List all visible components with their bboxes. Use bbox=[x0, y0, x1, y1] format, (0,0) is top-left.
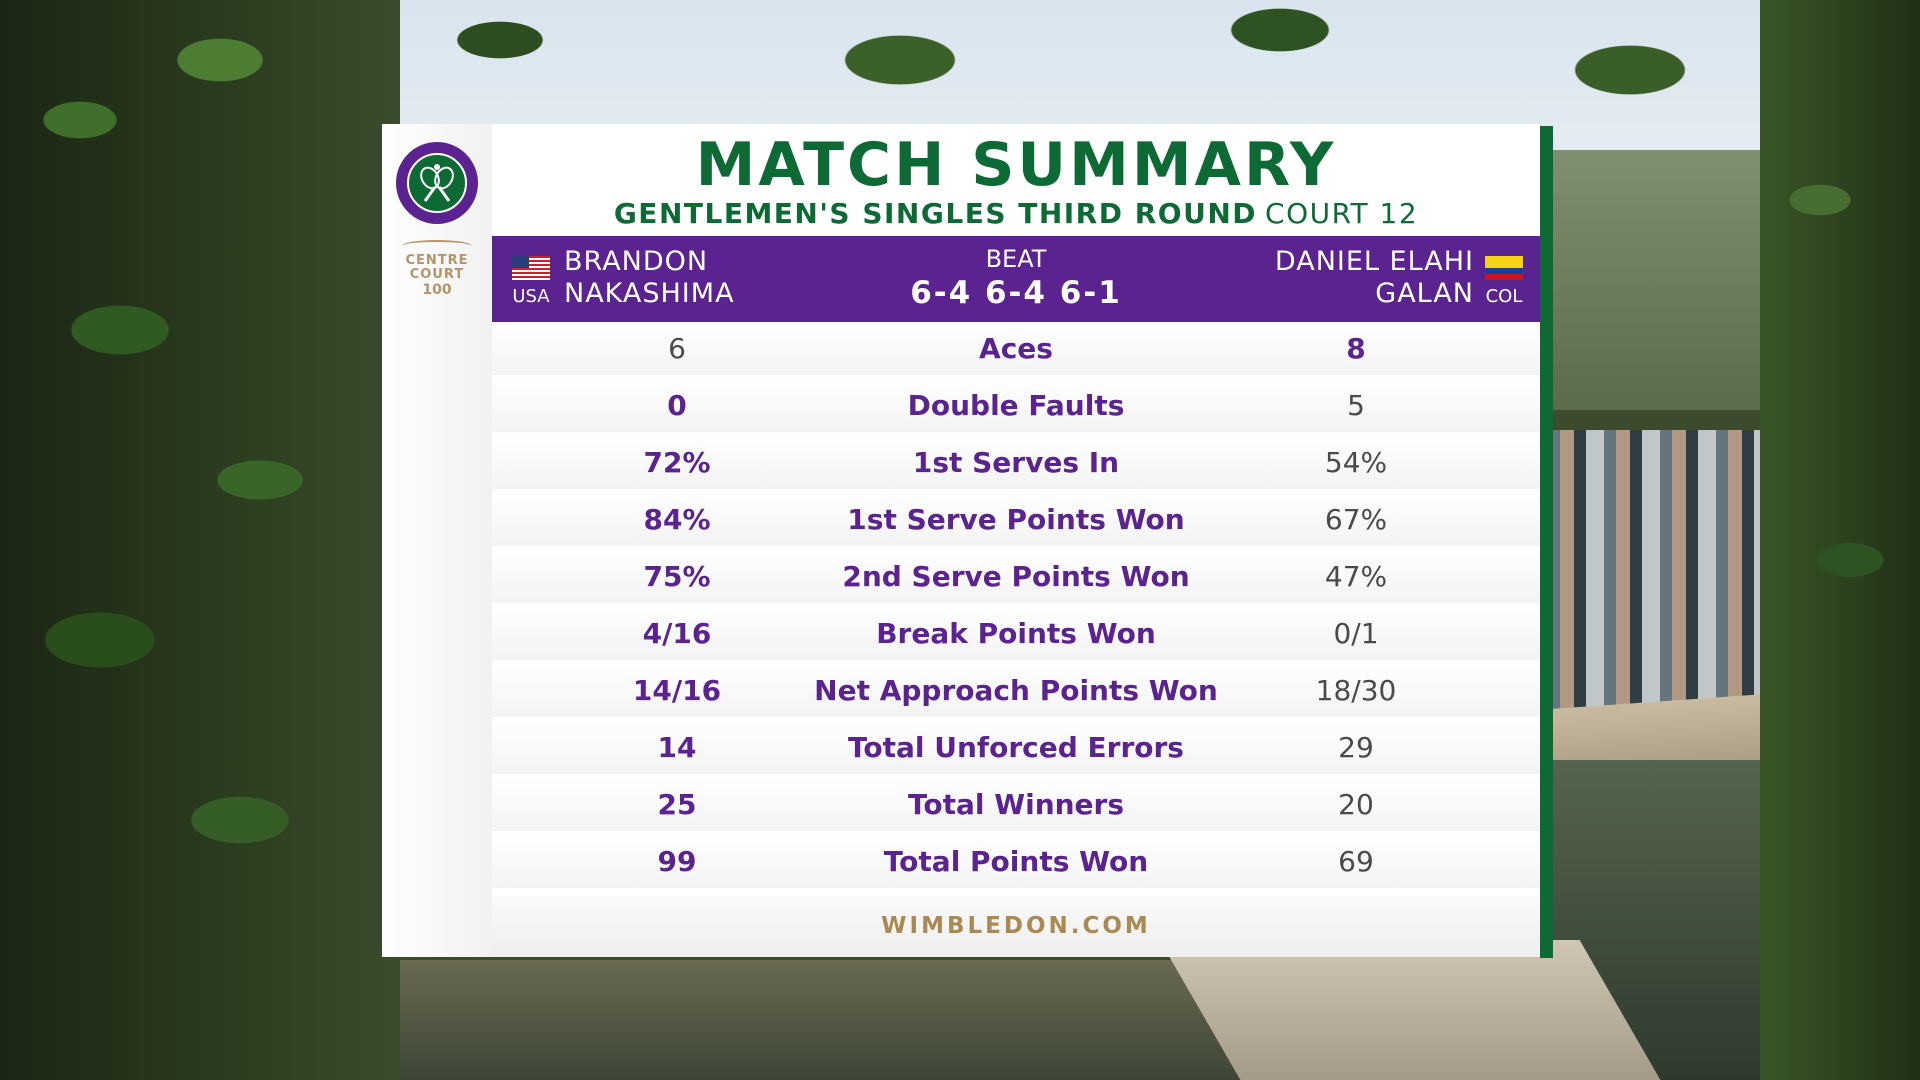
result-banner: USA BRANDON NAKASHIMA BEAT 6-4 6-4 6-1 D… bbox=[492, 236, 1540, 322]
left-value: 75% bbox=[643, 560, 711, 593]
colombia-flag-icon bbox=[1485, 256, 1523, 280]
footer-url: WIMBLEDON.COM bbox=[492, 896, 1540, 957]
stat-label: 1st Serve Points Won bbox=[847, 503, 1185, 536]
stat-label: Total Points Won bbox=[883, 845, 1149, 878]
left-value: 14 bbox=[657, 731, 697, 764]
right-value: 18/30 bbox=[1315, 674, 1397, 707]
left-country-code: USA bbox=[512, 286, 550, 307]
badge-line2: COURT bbox=[409, 267, 465, 282]
left-value: 0 bbox=[667, 389, 687, 422]
right-player-last: GALAN bbox=[1375, 278, 1474, 309]
stat-label: 1st Serves In bbox=[912, 446, 1120, 479]
stat-label: Break Points Won bbox=[876, 617, 1156, 650]
left-value: 4/16 bbox=[642, 617, 712, 650]
stat-row: 6 Aces 8 bbox=[492, 322, 1540, 375]
stat-label: Aces bbox=[979, 332, 1053, 365]
foliage-right bbox=[1760, 0, 1920, 1080]
right-value: 54% bbox=[1324, 446, 1388, 479]
right-country-code: COL bbox=[1485, 286, 1523, 307]
stat-row: 14/16 Net Approach Points Won 18/30 bbox=[492, 664, 1540, 717]
stat-row: 4/16 Break Points Won 0/1 bbox=[492, 607, 1540, 660]
stat-row: 99 Total Points Won 69 bbox=[492, 835, 1540, 888]
usa-flag-icon bbox=[512, 256, 550, 280]
match-subtitle: GENTLEMEN'S SINGLES THIRD ROUND COURT 12 bbox=[492, 194, 1540, 234]
green-edge-stripe bbox=[1540, 126, 1553, 958]
right-value: 69 bbox=[1338, 845, 1374, 878]
stat-label: Net Approach Points Won bbox=[814, 674, 1218, 707]
result-verb: BEAT bbox=[985, 245, 1047, 273]
right-player-first: DANIEL ELAHI bbox=[1274, 246, 1474, 277]
badge-line1: CENTRE bbox=[405, 253, 469, 268]
right-value: 67% bbox=[1324, 503, 1388, 536]
round-label: GENTLEMEN'S SINGLES THIRD ROUND bbox=[613, 197, 1258, 230]
stat-row: 14 Total Unforced Errors 29 bbox=[492, 721, 1540, 774]
left-value: 6 bbox=[668, 332, 686, 365]
foliage-top bbox=[380, 0, 1780, 130]
stat-label: Total Winners bbox=[907, 788, 1125, 821]
stat-row: 84% 1st Serve Points Won 67% bbox=[492, 493, 1540, 546]
stone-wall bbox=[1159, 940, 1661, 1080]
left-value: 14/16 bbox=[632, 674, 722, 707]
left-value: 84% bbox=[643, 503, 711, 536]
right-value: 47% bbox=[1324, 560, 1388, 593]
stat-row: 75% 2nd Serve Points Won 47% bbox=[492, 550, 1540, 603]
stat-row: 0 Double Faults 5 bbox=[492, 379, 1540, 432]
right-value: 20 bbox=[1338, 788, 1374, 821]
court-label: COURT 12 bbox=[1265, 197, 1419, 230]
match-score: 6-4 6-4 6-1 bbox=[910, 275, 1122, 311]
summary-panel: MATCH SUMMARY GENTLEMEN'S SINGLES THIRD … bbox=[492, 124, 1540, 957]
stat-label: Double Faults bbox=[907, 389, 1125, 422]
match-summary-card: CENTRE COURT 100 MATCH SUMMARY GENTLEMEN… bbox=[382, 124, 1553, 958]
stat-row: 72% 1st Serves In 54% bbox=[492, 436, 1540, 489]
logo-column: CENTRE COURT 100 bbox=[382, 124, 492, 957]
badge-arch-icon bbox=[402, 240, 472, 252]
wimbledon-crest-icon bbox=[396, 142, 478, 224]
stat-label: 2nd Serve Points Won bbox=[842, 560, 1190, 593]
foliage-left bbox=[0, 0, 400, 1080]
left-value: 72% bbox=[643, 446, 711, 479]
right-value: 29 bbox=[1338, 731, 1374, 764]
right-value: 5 bbox=[1347, 389, 1365, 422]
stat-label: Total Unforced Errors bbox=[848, 731, 1184, 764]
right-player-name: DANIEL ELAHI GALAN bbox=[1275, 246, 1474, 310]
left-value: 99 bbox=[657, 845, 697, 878]
left-value: 25 bbox=[657, 788, 697, 821]
stat-row: 25 Total Winners 20 bbox=[492, 778, 1540, 831]
left-player-name: BRANDON NAKASHIMA bbox=[564, 246, 735, 310]
badge-line3: 100 bbox=[422, 282, 452, 298]
right-value: 8 bbox=[1346, 332, 1366, 365]
page-title: MATCH SUMMARY bbox=[695, 130, 1337, 200]
left-player-last: NAKASHIMA bbox=[564, 278, 735, 309]
centre-court-100-badge: CENTRE COURT 100 bbox=[394, 240, 480, 326]
left-player-first: BRANDON bbox=[564, 246, 709, 277]
right-value: 0/1 bbox=[1333, 617, 1379, 650]
stats-table: 6 Aces 8 0 Double Faults 5 72% 1st Serve… bbox=[492, 322, 1540, 892]
